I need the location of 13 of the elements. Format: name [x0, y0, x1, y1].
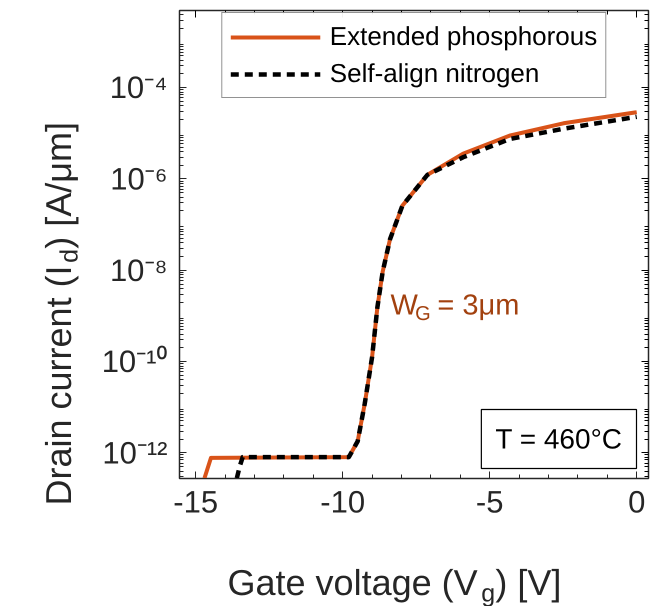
y-tick-label: 10⁻¹² [102, 435, 168, 470]
y-tick-label: 10⁻⁴ [110, 70, 168, 106]
y-tick-label: 10⁻¹⁰ [102, 344, 168, 380]
x-tick-label: -5 [476, 484, 504, 520]
y-tick-label: 10⁻⁶ [110, 161, 168, 196]
y-tick-label: 10⁻⁸ [110, 252, 168, 288]
x-tick-label: -15 [173, 484, 218, 520]
legend-label: Extended phosphorous [330, 21, 598, 52]
x-tick-label: -10 [320, 484, 366, 520]
legend-label: Self-align nitrogen [330, 58, 540, 89]
x-tick-label: 0 [628, 484, 646, 520]
annotation: T = 460°C [495, 424, 622, 454]
y-axis-title: Drain current (Id) [A/μm] [38, 122, 84, 506]
